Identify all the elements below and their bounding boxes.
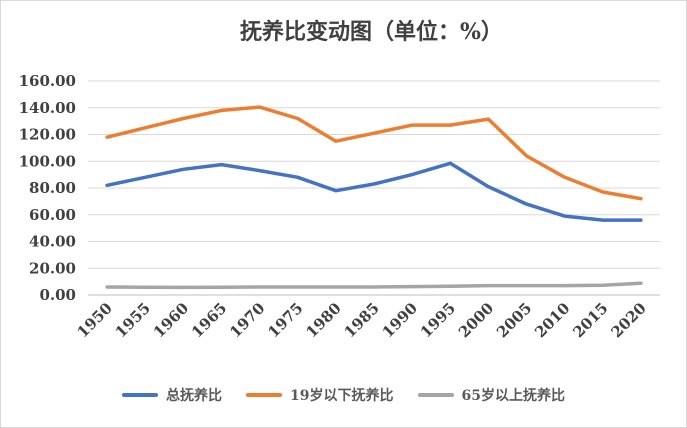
legend-item: 总抚养比 xyxy=(122,385,222,405)
y-tick-label: 140.00 xyxy=(19,99,76,117)
legend-item: 19岁以下抚养比 xyxy=(246,385,394,405)
legend-swatch xyxy=(417,393,454,397)
x-tick-label: 2015 xyxy=(569,299,611,341)
series-line-2 xyxy=(105,105,643,201)
y-tick-label: 160.00 xyxy=(19,72,76,90)
y-axis-tick-labels: 0.00 20.00 40.00 60.00 80.00 100.00 120.00 140.… xyxy=(19,72,76,304)
y-tick-label: 60.00 xyxy=(29,206,76,224)
legend: 总抚养比 19岁以下抚养比 65岁以上抚养比 xyxy=(0,385,687,405)
y-tick-label: 120.00 xyxy=(19,126,76,144)
x-tick-label: 2020 xyxy=(608,299,650,341)
y-tick-label: 40.00 xyxy=(29,233,76,251)
legend-label: 总抚养比 xyxy=(166,388,223,404)
legend-label: 65岁以上抚养比 xyxy=(461,388,565,404)
y-tick-label: 80.00 xyxy=(29,179,76,197)
x-tick-label: 2010 xyxy=(531,299,573,341)
legend-item: 65岁以上抚养比 xyxy=(417,385,565,405)
x-tick-label: 1980 xyxy=(302,299,344,341)
legend-swatch xyxy=(122,393,159,397)
x-tick-label: 1960 xyxy=(150,299,192,341)
legend-label: 19岁以下抚养比 xyxy=(290,388,394,404)
series-line-3 xyxy=(105,281,643,290)
x-tick-label: 1990 xyxy=(379,299,421,341)
y-tick-label: 0.00 xyxy=(39,286,76,304)
x-axis-tick-labels: 1950195519601965197019751980198519901995… xyxy=(74,299,650,341)
x-tick-label: 1955 xyxy=(112,299,154,341)
x-tick-label: 2005 xyxy=(493,299,535,341)
x-tick-label: 1975 xyxy=(264,299,306,341)
y-tick-label: 100.00 xyxy=(19,152,76,170)
chart-title: 抚养比变动图（单位：%） xyxy=(240,19,503,45)
y-tick-label: 20.00 xyxy=(29,259,76,277)
x-tick-label: 1970 xyxy=(226,299,268,341)
x-tick-label: 1965 xyxy=(188,299,230,341)
gridlines xyxy=(88,80,660,296)
legend-swatch xyxy=(246,393,283,397)
x-tick-label: 2000 xyxy=(455,299,497,341)
series-line-1 xyxy=(105,161,643,222)
series-lines xyxy=(105,105,643,290)
x-tick-label: 1995 xyxy=(417,299,459,341)
x-tick-label: 1950 xyxy=(74,299,116,341)
x-tick-label: 1985 xyxy=(341,299,383,341)
